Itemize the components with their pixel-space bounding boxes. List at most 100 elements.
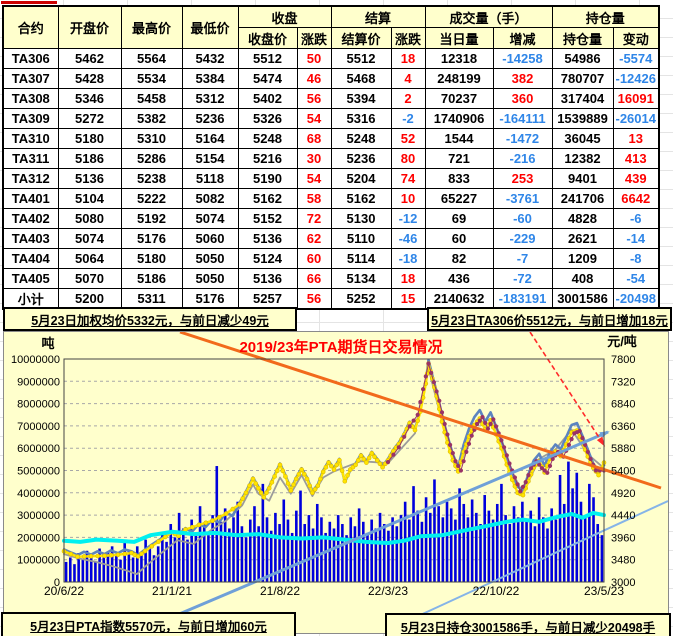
cell-close_chg[interactable]: 62	[296, 228, 332, 249]
cell-close[interactable]: 5162	[237, 188, 298, 209]
cell-settle_chg[interactable]: 80	[390, 148, 426, 169]
column-header-single[interactable]: 最高价	[120, 5, 183, 49]
cell-oi[interactable]: 241706	[551, 188, 614, 209]
column-subheader[interactable]: 结算价	[330, 27, 392, 49]
cell-settle_chg[interactable]: 15	[390, 288, 426, 310]
cell-oi[interactable]: 54986	[551, 48, 614, 69]
cell-vol_chg[interactable]: -164111	[492, 108, 553, 129]
cell-vol_chg[interactable]: 360	[492, 88, 553, 109]
cell-open[interactable]: 5080	[57, 208, 122, 229]
cell-oi[interactable]: 12382	[551, 148, 614, 169]
cell-close[interactable]: 5326	[237, 108, 298, 129]
cell-low[interactable]: 5060	[181, 228, 239, 249]
cell-settle_chg[interactable]: -46	[390, 228, 426, 249]
cell-close_chg[interactable]: 46	[296, 68, 332, 89]
cell-close_chg[interactable]: 58	[296, 188, 332, 209]
cell-open[interactable]: 5180	[57, 128, 122, 149]
cell-settle[interactable]: 5114	[330, 248, 392, 269]
cell-low[interactable]: 5050	[181, 268, 239, 289]
cell-volume[interactable]: 248199	[424, 68, 494, 89]
cell-settle_chg[interactable]: -2	[390, 108, 426, 129]
cell-vol_chg[interactable]: -216	[492, 148, 553, 169]
cell-vol_chg[interactable]: -72	[492, 268, 553, 289]
cell-open[interactable]: 5074	[57, 228, 122, 249]
cell-oi_chg[interactable]: 439	[612, 168, 660, 189]
cell-low[interactable]: 5312	[181, 88, 239, 109]
cell-volume[interactable]: 82	[424, 248, 494, 269]
cell-open[interactable]: 5136	[57, 168, 122, 189]
cell-oi_chg[interactable]: -26014	[612, 108, 660, 129]
column-header-group[interactable]: 成交量（手）	[424, 5, 553, 28]
column-subheader[interactable]: 当日量	[424, 27, 494, 49]
cell-settle_chg[interactable]: 18	[390, 48, 426, 69]
cell-settle[interactable]: 5248	[330, 128, 392, 149]
cell-vol_chg[interactable]: -1472	[492, 128, 553, 149]
cell-settle_chg[interactable]: 74	[390, 168, 426, 189]
cell-oi[interactable]: 317404	[551, 88, 614, 109]
column-subheader[interactable]: 变动	[612, 27, 660, 49]
cell-oi[interactable]: 2621	[551, 228, 614, 249]
cell-low[interactable]: 5384	[181, 68, 239, 89]
cell-low[interactable]: 5154	[181, 148, 239, 169]
cell-volume[interactable]: 721	[424, 148, 494, 169]
cell-high[interactable]: 5186	[120, 268, 183, 289]
column-header-group[interactable]: 持仓量	[551, 5, 660, 28]
cell-oi_chg[interactable]: 6642	[612, 188, 660, 209]
cell-oi_chg[interactable]: -5574	[612, 48, 660, 69]
cell-oi_chg[interactable]: -20498	[612, 288, 660, 310]
cell-high[interactable]: 5310	[120, 128, 183, 149]
cell-open[interactable]: 5064	[57, 248, 122, 269]
cell-contract[interactable]: TA309	[2, 108, 59, 129]
cell-high[interactable]: 5382	[120, 108, 183, 129]
cell-close[interactable]: 5402	[237, 88, 298, 109]
cell-open[interactable]: 5462	[57, 48, 122, 69]
cell-oi_chg[interactable]: -8	[612, 248, 660, 269]
cell-vol_chg[interactable]: -7	[492, 248, 553, 269]
column-header-single[interactable]: 合约	[2, 5, 59, 49]
banner-weighted-avg[interactable]: 5月23日加权均价5332元，与前日减少49元	[3, 307, 297, 331]
column-header-group[interactable]: 结算	[330, 5, 426, 28]
cell-volume[interactable]: 70237	[424, 88, 494, 109]
cell-close[interactable]: 5136	[237, 228, 298, 249]
cell-high[interactable]: 5238	[120, 168, 183, 189]
cell-settle[interactable]: 5204	[330, 168, 392, 189]
cell-settle_chg[interactable]: 10	[390, 188, 426, 209]
cell-volume[interactable]: 833	[424, 168, 494, 189]
cell-close_chg[interactable]: 66	[296, 268, 332, 289]
cell-open[interactable]: 5346	[57, 88, 122, 109]
cell-close_chg[interactable]: 60	[296, 248, 332, 269]
cell-volume[interactable]: 65227	[424, 188, 494, 209]
column-subheader[interactable]: 增减	[492, 27, 553, 49]
cell-oi[interactable]: 780707	[551, 68, 614, 89]
cell-contract[interactable]: TA307	[2, 68, 59, 89]
cell-volume[interactable]: 12318	[424, 48, 494, 69]
cell-oi[interactable]: 1539889	[551, 108, 614, 129]
cell-oi[interactable]: 1209	[551, 248, 614, 269]
cell-settle[interactable]: 5110	[330, 228, 392, 249]
cell-oi[interactable]: 408	[551, 268, 614, 289]
cell-low[interactable]: 5050	[181, 248, 239, 269]
cell-settle_chg[interactable]: -18	[390, 248, 426, 269]
column-header-single[interactable]: 最低价	[181, 5, 239, 49]
cell-high[interactable]: 5534	[120, 68, 183, 89]
cell-oi_chg[interactable]: 413	[612, 148, 660, 169]
cell-settle[interactable]: 5134	[330, 268, 392, 289]
cell-settle[interactable]: 5316	[330, 108, 392, 129]
cell-oi_chg[interactable]: -6	[612, 208, 660, 229]
cell-high[interactable]: 5222	[120, 188, 183, 209]
cell-settle_chg[interactable]: 2	[390, 88, 426, 109]
cell-contract[interactable]: TA310	[2, 128, 59, 149]
cell-volume[interactable]: 69	[424, 208, 494, 229]
cell-low[interactable]: 5118	[181, 168, 239, 189]
cell-high[interactable]: 5286	[120, 148, 183, 169]
cell-contract[interactable]: TA403	[2, 228, 59, 249]
cell-volume[interactable]: 1544	[424, 128, 494, 149]
cell-oi_chg[interactable]: 16091	[612, 88, 660, 109]
cell-high[interactable]: 5176	[120, 228, 183, 249]
cell-open[interactable]: 5200	[57, 288, 122, 310]
cell-close_chg[interactable]: 54	[296, 108, 332, 129]
cell-contract[interactable]: TA306	[2, 48, 59, 69]
column-header-single[interactable]: 开盘价	[57, 5, 122, 49]
cell-close_chg[interactable]: 54	[296, 168, 332, 189]
cell-vol_chg[interactable]: 382	[492, 68, 553, 89]
